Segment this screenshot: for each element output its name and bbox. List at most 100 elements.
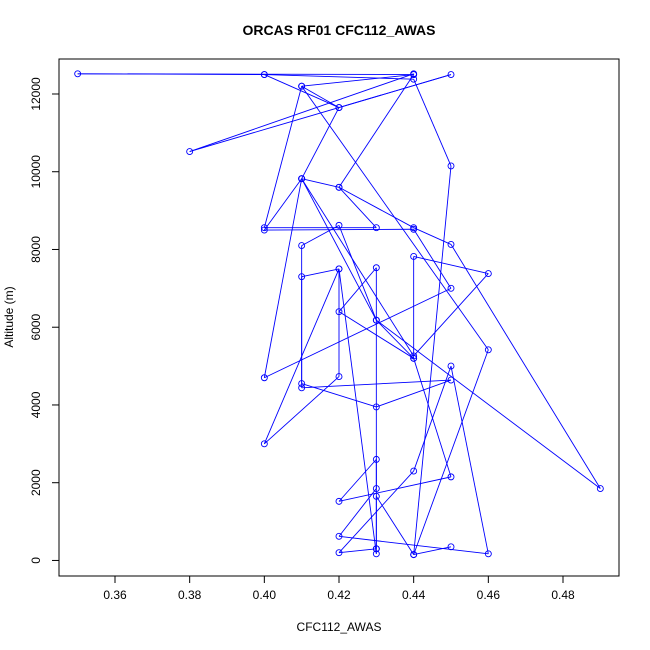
series-segment (413, 165, 452, 555)
series-segment (376, 319, 414, 359)
x-tick-label: 0.42 (327, 588, 351, 602)
series-segment (413, 229, 452, 289)
data-point (335, 265, 343, 273)
data-point (447, 543, 455, 551)
data-point (260, 226, 268, 234)
series-segment (264, 376, 340, 445)
data-point (484, 550, 492, 558)
series-segment (301, 107, 340, 179)
data-point (298, 384, 306, 392)
data-point (447, 473, 455, 481)
series-segment (413, 546, 452, 556)
x-axis: 0.36 0.38 0.40 0.42 0.44 0.46 0.48 (103, 575, 575, 602)
y-tick-label: 0 (29, 557, 43, 564)
series-segment (263, 86, 303, 228)
series-segment (338, 459, 377, 502)
data-point (298, 82, 306, 90)
data-point (447, 240, 455, 248)
series-segment (375, 496, 415, 555)
series-segment (338, 268, 377, 554)
data-point (335, 373, 343, 381)
y-tick-label: 4000 (29, 391, 43, 418)
series-segment (413, 358, 452, 478)
data-point (484, 346, 492, 354)
series-segment (338, 267, 377, 312)
series-segment (301, 178, 377, 321)
series-segment (413, 256, 489, 275)
data-point (298, 380, 306, 388)
data-point (260, 440, 268, 448)
data-point (447, 284, 455, 292)
series-segment (301, 379, 452, 389)
data-point (410, 224, 418, 232)
data-point (335, 308, 343, 316)
series-segment (301, 85, 489, 351)
series-segment (338, 186, 414, 229)
data-point (447, 162, 455, 170)
series-segment (263, 178, 303, 378)
series-segment (301, 178, 340, 188)
x-tick-label: 0.38 (178, 588, 202, 602)
data-point (410, 253, 418, 260)
series-segment (264, 74, 414, 80)
data-point (186, 148, 194, 155)
data-point (410, 75, 418, 83)
series-segment (77, 73, 265, 75)
data-point (298, 242, 306, 250)
data-point (372, 492, 380, 500)
series-segment (413, 79, 452, 167)
series-segment (338, 186, 377, 229)
data-point (410, 354, 418, 362)
y-tick-label: 10000 (29, 155, 43, 189)
data-point (410, 352, 418, 360)
data-point (335, 104, 343, 112)
series-segment (189, 74, 452, 152)
data-point (372, 316, 380, 324)
y-tick-label: 2000 (29, 469, 43, 496)
series-segment (301, 85, 340, 108)
series-segment (338, 476, 452, 502)
series-segment (376, 319, 601, 489)
data-point (484, 270, 492, 278)
x-tick-label: 0.48 (551, 588, 575, 602)
x-tick-label: 0.36 (103, 588, 127, 602)
data-point (74, 70, 82, 78)
data-point (372, 550, 380, 558)
x-tick-label: 0.40 (253, 588, 277, 602)
series-segment (264, 74, 340, 109)
data-point (372, 545, 380, 553)
series-segment (376, 379, 452, 408)
data-point (335, 497, 343, 505)
data-point (447, 71, 455, 78)
y-axis-label: Altitude (m) (2, 286, 16, 347)
data-point (372, 224, 380, 232)
series-segment (263, 178, 303, 231)
data-point (335, 221, 343, 229)
series-segment (413, 273, 489, 357)
data-point (596, 485, 604, 492)
data-point (298, 175, 306, 183)
series-segment (338, 535, 489, 555)
data-point (260, 71, 268, 78)
series-segment (450, 366, 489, 554)
data-point (335, 183, 343, 191)
series-segment (338, 225, 377, 321)
series-segment (338, 548, 377, 554)
series-segment (264, 287, 452, 379)
data-point (372, 485, 380, 492)
data-point (447, 362, 455, 370)
data-point (410, 71, 418, 78)
data-point (410, 467, 418, 475)
series-segment (301, 268, 340, 278)
y-tick-label: 6000 (29, 314, 43, 341)
y-tick-label: 12000 (29, 77, 43, 111)
series-segment (264, 228, 414, 231)
data-point (298, 273, 306, 281)
series-segment (301, 178, 415, 357)
x-tick-label: 0.46 (477, 588, 501, 602)
y-tick-label: 8000 (29, 236, 43, 263)
series-segment (450, 244, 601, 489)
data-point (447, 376, 455, 384)
